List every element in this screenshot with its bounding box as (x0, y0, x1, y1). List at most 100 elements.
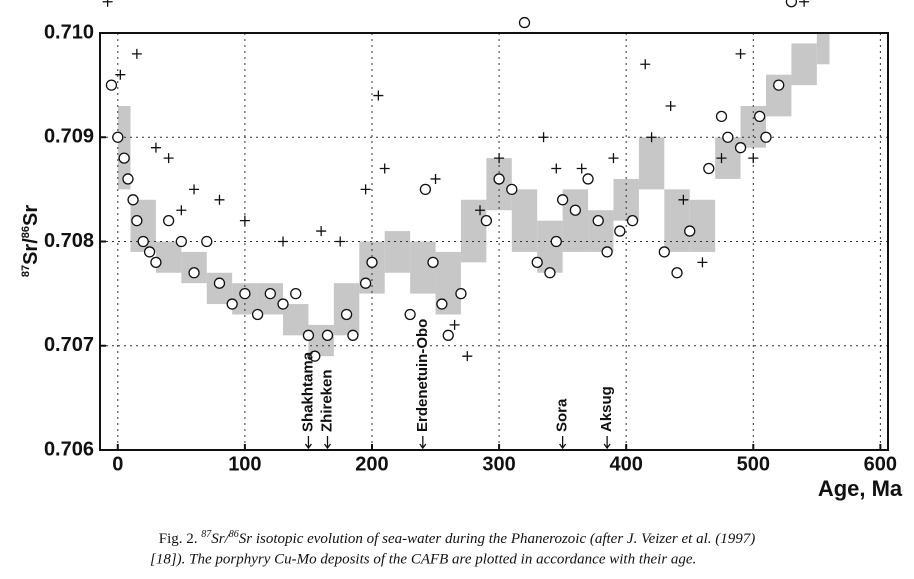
circle-point (550, 235, 562, 248)
circle-point (366, 256, 378, 269)
cross-point (131, 48, 142, 59)
caption-part: 86 (229, 529, 239, 540)
cross-point (430, 173, 441, 184)
caption-part: 87 (201, 529, 212, 540)
circle-point (531, 256, 543, 269)
circle-point (614, 225, 626, 237)
cross-point (697, 257, 708, 268)
cross-point (748, 153, 759, 164)
circle-point (122, 173, 134, 185)
circle-point (251, 308, 264, 321)
cross-point (335, 236, 346, 247)
caption-part: Sr/ (211, 531, 230, 547)
circle-point (592, 214, 604, 227)
cross-point (716, 153, 727, 164)
circle-point (544, 267, 556, 279)
deposit-arrow (559, 436, 567, 450)
cross-point (494, 153, 505, 164)
circle-point (569, 204, 581, 216)
x-tick-label: 500 (737, 453, 770, 475)
cross-point (538, 132, 549, 143)
circle-point (518, 16, 531, 29)
circle-point (347, 329, 359, 341)
x-axis-label: Age, Ma (818, 476, 903, 501)
cross-point (379, 163, 390, 174)
deposit-arrow (419, 436, 427, 450)
cross-point (163, 153, 174, 164)
deposit-label: Aksug (598, 386, 615, 432)
circle-point (703, 162, 715, 175)
circle-point (226, 298, 238, 310)
circle-point (340, 308, 353, 321)
sea-water-band (155, 241, 182, 273)
cross-point (115, 69, 126, 80)
plot-area (99, 0, 889, 451)
circle-point (601, 246, 613, 258)
y-tick-label: 0.707 (44, 334, 94, 356)
circle-point (722, 131, 734, 143)
circle-point (302, 329, 315, 341)
circle-point (127, 194, 139, 206)
cross-point (150, 142, 161, 153)
y-label-part: Sr/ (20, 238, 42, 265)
sea-water-band (283, 304, 309, 336)
caption-prefix: Fig. 2. (159, 531, 198, 547)
cross-point (646, 132, 657, 143)
cross-point (316, 226, 327, 237)
circle-point (150, 256, 162, 269)
caption-line: Fig. 2. 87Sr/86Sr isotopic evolution of … (159, 529, 755, 548)
circle-point (131, 214, 143, 227)
circle-point (753, 110, 766, 123)
circle-point (427, 256, 439, 269)
sea-water-band (460, 199, 487, 263)
caption-part: Sr isotopic evolution of sea-water durin… (239, 531, 755, 547)
circle-point (455, 287, 467, 300)
circle-point (684, 225, 696, 237)
sea-water-band (511, 189, 538, 252)
circle-point (162, 214, 175, 227)
circle-point (143, 246, 156, 258)
cross-point (551, 163, 562, 174)
circle-point (112, 131, 124, 143)
circle-point (773, 79, 785, 91)
circle-point (715, 110, 728, 123)
circle-point (760, 131, 772, 143)
x-tick-label: 600 (864, 453, 897, 475)
y-tick-label: 0.706 (44, 438, 94, 460)
deposit-label: Sora (554, 398, 571, 432)
circle-point (118, 152, 130, 164)
cross-point (678, 194, 689, 205)
y-tick-label: 0.709 (44, 126, 94, 148)
circle-point (359, 277, 372, 289)
circle-point (480, 214, 493, 227)
cross-point (735, 48, 746, 59)
sea-water-band (384, 231, 411, 273)
sea-water-band (117, 105, 131, 190)
circle-point (309, 350, 321, 362)
cross-point (799, 0, 810, 7)
cross-point (373, 90, 384, 101)
deposit-label: Zhireken (318, 369, 335, 432)
circle-point (188, 267, 200, 279)
circle-point (436, 298, 448, 310)
cross-point (608, 153, 619, 164)
cross-point (214, 194, 225, 205)
cross-point (189, 184, 200, 195)
y-tick-label: 0.710 (44, 21, 94, 43)
sea-water-band (638, 137, 665, 190)
x-tick-label: 400 (609, 453, 642, 475)
x-tick-label: 0 (112, 453, 123, 475)
circle-point (626, 214, 639, 227)
circle-point (321, 329, 334, 341)
circle-point (419, 183, 432, 196)
y-label-part: 86 (20, 226, 32, 238)
circle-point (239, 287, 251, 300)
circle-point (493, 173, 505, 185)
x-tick-label: 100 (228, 453, 261, 475)
circle-point (658, 246, 670, 258)
y-tick-label: 0.708 (44, 230, 94, 252)
circle-point (556, 194, 569, 206)
circle-point (404, 308, 416, 321)
cross-point (176, 205, 187, 216)
circle-point (137, 235, 149, 248)
